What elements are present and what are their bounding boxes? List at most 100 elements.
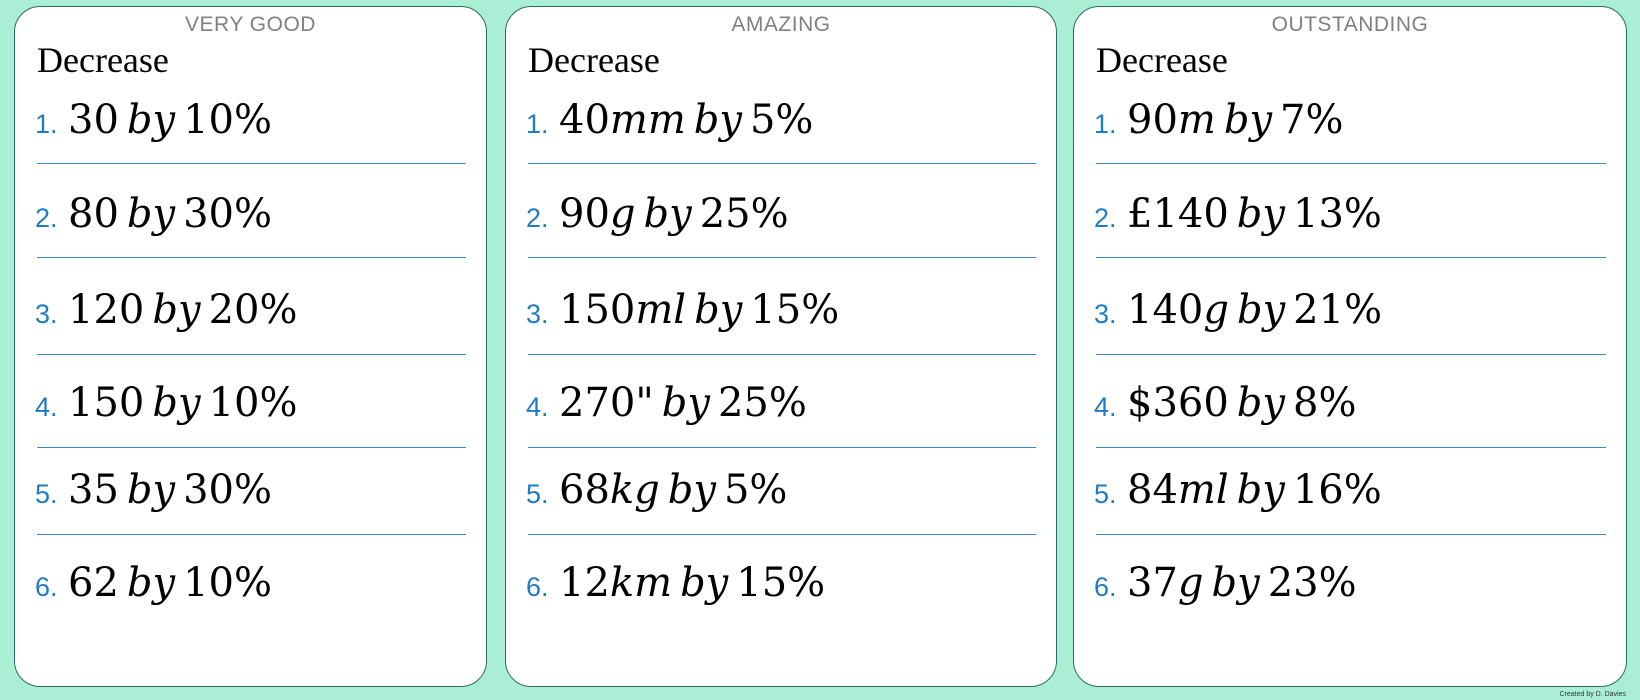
answer-line: [528, 257, 1036, 258]
question-expression: 90m by 7%: [1127, 97, 1344, 143]
question-number: 5.: [1094, 479, 1117, 509]
question-number: 6.: [526, 572, 549, 602]
question-by-word: by: [152, 380, 201, 426]
question-by-word: by: [1236, 287, 1286, 333]
question-by-word: by: [126, 191, 176, 237]
question-amount: 150: [559, 287, 636, 333]
question-unit: g: [609, 191, 636, 237]
answer-line: [37, 534, 466, 535]
credit-text: Created by D. Davies: [1559, 691, 1626, 698]
answer-line: [37, 354, 466, 355]
question-amount: 90: [559, 191, 610, 237]
question-percentage: 8%: [1293, 380, 1357, 426]
question-amount: 35: [68, 467, 119, 513]
question-row: 2. 80 by 30%: [15, 191, 486, 251]
question-amount: 84: [1127, 467, 1178, 513]
question-number: 3.: [1094, 299, 1117, 329]
question-number: 1.: [526, 109, 549, 139]
question-number: 4.: [35, 392, 58, 422]
question-number: 3.: [35, 299, 58, 329]
question-number: 3.: [526, 299, 549, 329]
question-row: 5. 84ml by 16%: [1074, 467, 1626, 527]
question-number: 1.: [35, 109, 58, 139]
question-row: 3. 140g by 21%: [1074, 287, 1626, 347]
question-amount: 40: [559, 97, 610, 143]
question-expression: 90g by 25%: [559, 191, 789, 237]
question-number: 4.: [526, 392, 549, 422]
question-row: 6. 12km by 15%: [506, 560, 1056, 620]
instruction-heading: Decrease: [528, 40, 660, 80]
question-by-word: by: [1236, 380, 1285, 426]
question-by-word: by: [152, 287, 201, 333]
question-row: 4. $360 by 8%: [1074, 380, 1626, 440]
question-unit: mm: [609, 97, 686, 143]
question-unit: ml: [635, 287, 687, 333]
question-unit: kg: [609, 467, 660, 513]
question-amount: 270": [559, 380, 654, 426]
question-expression: 80 by 30%: [68, 191, 272, 237]
answer-line: [37, 447, 466, 448]
question-by-word: by: [1223, 97, 1273, 143]
question-expression: 270" by 25%: [559, 380, 807, 426]
question-percentage: 7%: [1280, 97, 1344, 143]
question-number: 1.: [1094, 109, 1117, 139]
question-by-word: by: [680, 560, 729, 606]
answer-line: [1096, 534, 1606, 535]
question-amount: 80: [68, 191, 119, 237]
question-expression: 12km by 15%: [559, 560, 825, 606]
difficulty-level-label: AMAZING: [731, 13, 831, 36]
question-percentage: 5%: [749, 97, 814, 143]
question-row: 4. 270" by 25%: [506, 380, 1056, 440]
difficulty-level-label: OUTSTANDING: [1271, 13, 1429, 36]
question-number: 5.: [526, 479, 549, 509]
answer-line: [37, 163, 466, 164]
answer-line: [528, 534, 1036, 535]
question-number: 2.: [526, 203, 549, 233]
answer-line: [1096, 163, 1606, 164]
question-percentage: 10%: [183, 97, 273, 143]
question-percentage: 20%: [208, 287, 298, 333]
question-percentage: 15%: [750, 287, 840, 333]
difficulty-level-label: VERY GOOD: [185, 13, 316, 36]
instruction-heading: Decrease: [37, 40, 169, 80]
question-row: 3. 150ml by 15%: [506, 287, 1056, 347]
question-by-word: by: [694, 287, 743, 333]
question-percentage: 10%: [208, 380, 298, 426]
question-row: 1. 30 by 10%: [15, 97, 486, 157]
question-unit: m: [1177, 97, 1216, 143]
question-amount: 150: [68, 380, 145, 426]
question-row: 5. 35 by 30%: [15, 467, 486, 527]
question-percentage: 16%: [1292, 467, 1382, 513]
question-expression: 35 by 30%: [68, 467, 272, 513]
question-expression: 120 by 20%: [68, 287, 297, 333]
question-percentage: 5%: [723, 467, 788, 513]
question-unit: km: [609, 560, 673, 606]
question-expression: 84ml by 16%: [1127, 467, 1382, 513]
question-unit: ml: [1177, 467, 1229, 513]
question-number: 2.: [35, 203, 58, 233]
question-row: 5. 68kg by 5%: [506, 467, 1056, 527]
question-by-word: by: [667, 467, 716, 513]
answer-line: [528, 447, 1036, 448]
question-number: 6.: [35, 572, 58, 602]
question-percentage: 30%: [183, 467, 273, 513]
question-amount: $360: [1127, 380, 1229, 426]
question-percentage: 25%: [699, 191, 789, 237]
question-amount: 37: [1127, 560, 1178, 606]
question-percentage: 10%: [183, 560, 273, 606]
question-by-word: by: [1236, 191, 1285, 237]
question-amount: 90: [1127, 97, 1178, 143]
question-amount: 68: [559, 467, 610, 513]
question-percentage: 30%: [183, 191, 273, 237]
question-by-word: by: [643, 191, 692, 237]
question-expression: 37g by 23%: [1127, 560, 1357, 606]
question-amount: £140: [1127, 191, 1229, 237]
question-expression: 62 by 10%: [68, 560, 272, 606]
question-row: 3. 120 by 20%: [15, 287, 486, 347]
question-number: 5.: [35, 479, 58, 509]
question-by-word: by: [126, 560, 176, 606]
answer-line: [1096, 257, 1606, 258]
question-number: 4.: [1094, 392, 1117, 422]
question-row: 2. £140 by 13%: [1074, 191, 1626, 251]
worksheet-card: VERY GOOD Decrease 1. 30 by 10% 2. 80 by 30% 3…: [14, 6, 487, 687]
